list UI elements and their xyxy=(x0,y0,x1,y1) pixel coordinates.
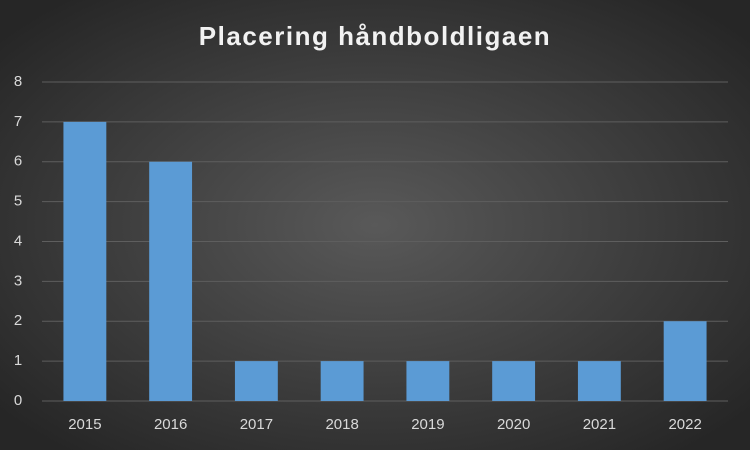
x-tick-label: 2021 xyxy=(583,416,616,433)
y-tick-label: 7 xyxy=(14,113,22,130)
y-tick-label: 5 xyxy=(14,193,22,210)
bar xyxy=(492,361,536,401)
y-tick-label: 8 xyxy=(14,73,22,90)
y-tick-label: 0 xyxy=(14,392,22,409)
x-tick-label: 2016 xyxy=(154,416,187,433)
y-tick-label: 1 xyxy=(14,352,22,369)
x-tick-label: 2020 xyxy=(497,416,530,433)
bar xyxy=(406,361,450,401)
bar xyxy=(63,121,107,401)
bar xyxy=(149,161,193,401)
bar xyxy=(663,321,707,401)
y-tick-label: 6 xyxy=(14,153,22,170)
x-tick-label: 2019 xyxy=(411,416,444,433)
y-tick-label: 2 xyxy=(14,312,22,329)
chart-title: Placering håndboldligaen xyxy=(199,21,551,51)
y-tick-label: 3 xyxy=(14,272,22,289)
bar xyxy=(320,361,364,401)
x-tick-label: 2018 xyxy=(325,416,358,433)
bar xyxy=(234,361,278,401)
x-tick-label: 2015 xyxy=(68,416,101,433)
y-tick-label: 4 xyxy=(14,232,22,249)
bar xyxy=(577,361,621,401)
x-tick-label: 2017 xyxy=(240,416,273,433)
x-tick-label: 2022 xyxy=(668,416,701,433)
